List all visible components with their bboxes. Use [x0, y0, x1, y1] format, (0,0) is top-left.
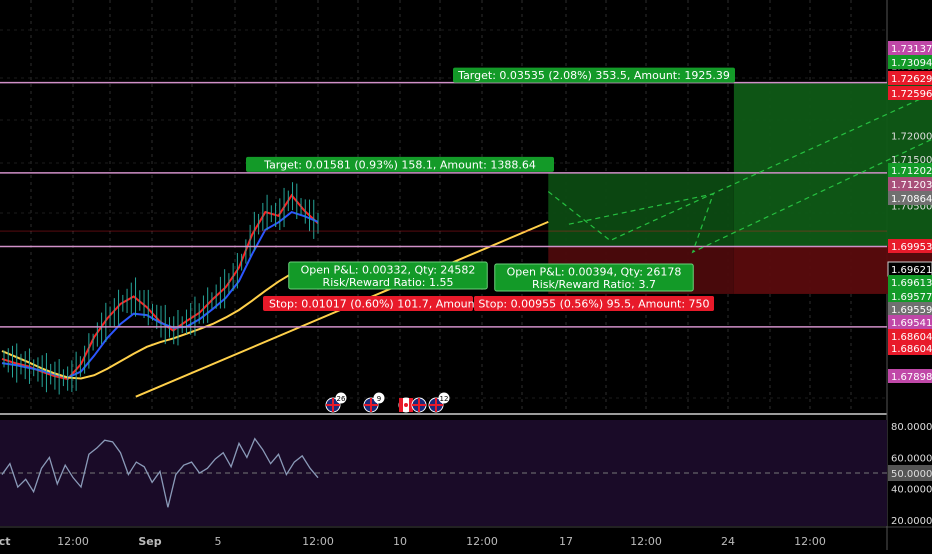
stop-label-short: Stop: 0.01017 (0.60%) 101.7, Amount: 101… [269, 297, 532, 310]
x-tick-label: 12:00 [794, 535, 826, 548]
rsi-tick-label: 80.0000 [891, 422, 932, 433]
price-badge-label: 1.71202 [891, 166, 932, 177]
price-badge [888, 275, 932, 289]
price-badge-label: 1.73137 [891, 44, 932, 55]
event-count-badge [335, 392, 347, 404]
price-badge [888, 341, 932, 355]
flag-stripe [409, 398, 413, 412]
position-long-rr: Risk/Reward Ratio: 3.7 [532, 278, 656, 291]
price-badge-label: 1.69541 [891, 318, 932, 329]
price-badge [888, 86, 932, 100]
price-badge-label: 1.69559 [891, 305, 932, 316]
profit-zone [548, 172, 734, 247]
x-tick-label: 12:00 [466, 535, 498, 548]
target-label-long: Target: 0.03535 (2.08%) 353.5, Amount: 1… [457, 69, 730, 82]
price-badge [888, 55, 932, 69]
event-marker[interactable]: 26 [325, 392, 347, 413]
rsi-tick-label: 20.0000 [891, 516, 932, 527]
price-badge [888, 71, 932, 85]
price-badge [888, 369, 932, 383]
x-tick-label: 10 [393, 535, 407, 548]
target-label-short: Target: 0.01581 (0.93%) 158.1, Amount: 1… [263, 158, 536, 171]
price-badge-label: 1.73094 [891, 58, 932, 69]
position-short-rr: Risk/Reward Ratio: 1.55 [323, 276, 454, 289]
price-badge-label: 1.69953 [891, 242, 932, 253]
price-badge-label: 1.71203 [891, 180, 932, 191]
price-badge-label: 1.68604 [891, 332, 932, 343]
y-tick-label: 1.70500 [891, 202, 932, 213]
rsi-value-badge [888, 465, 932, 481]
event-marker[interactable]: 12 [428, 392, 450, 413]
price-badge-label: 1.70864 [891, 194, 932, 205]
target-label-short-box [246, 156, 554, 172]
event-marker[interactable] [398, 397, 414, 413]
stop-label-long-overlay: Stop: 0.00955 (0.56%) 95.5, Amount: 750 [478, 297, 709, 310]
event-count-badge [373, 392, 385, 404]
position-short-pnl: Open P&L: 0.00332, Qty: 24582 [301, 264, 476, 277]
price-badge [888, 191, 932, 205]
x-tick-label: 24 [721, 535, 735, 548]
x-tick-label: 12:00 [302, 535, 334, 548]
target-label-long-box [453, 67, 735, 83]
price-badge-label: 1.69577 [891, 292, 932, 303]
projection-path [568, 138, 932, 254]
price-badge-label: 1.72629 [891, 74, 932, 85]
price-badge [888, 239, 932, 253]
event-marker[interactable]: 9 [363, 392, 385, 413]
price-badge-label: 1.69621 [891, 265, 932, 276]
x-tick-label: 12:00 [57, 535, 89, 548]
event-count: 12 [440, 395, 449, 403]
x-tick-label: Oct [0, 535, 11, 548]
event-count-badge [438, 392, 450, 404]
x-tick-label: Sep [138, 535, 161, 548]
stop-label-long-box-overlay [474, 295, 714, 311]
x-tick-label: 12:00 [630, 535, 662, 548]
x-tick-label: 5 [215, 535, 222, 548]
y-tick-label: 1.72000 [891, 132, 932, 143]
rsi-tick-label: 40.0000 [891, 485, 932, 496]
price-badge [888, 302, 932, 316]
event-count: 9 [377, 395, 381, 403]
price-badge [888, 315, 932, 329]
price-badge [888, 329, 932, 343]
price-badge [888, 289, 932, 303]
maple-leaf [404, 403, 408, 407]
price-badge-label: 1.69613 [891, 278, 932, 289]
position-long-pnl: Open P&L: 0.00394, Qty: 26178 [507, 266, 682, 279]
stop-label-short-box [263, 295, 473, 311]
price-badge-label: 1.68604 [891, 344, 932, 355]
rsi-tick-label: 50.0000 [891, 469, 932, 480]
position-short-box [288, 261, 488, 290]
x-tick-label: 17 [559, 535, 573, 548]
rsi-line [1, 437, 319, 508]
price-badge [888, 177, 932, 191]
event-count: 26 [337, 395, 346, 403]
price-badge-label: 1.67898 [891, 372, 932, 383]
price-badge [888, 163, 932, 177]
position-long-box [494, 263, 694, 292]
y-tick-label: 1.71500 [891, 155, 932, 166]
event-marker[interactable] [411, 397, 427, 413]
flag-stripe [399, 398, 403, 412]
price-badge [888, 41, 932, 55]
rsi-tick-label: 60.0000 [891, 453, 932, 464]
price-badge-label: 1.72596 [891, 89, 932, 100]
